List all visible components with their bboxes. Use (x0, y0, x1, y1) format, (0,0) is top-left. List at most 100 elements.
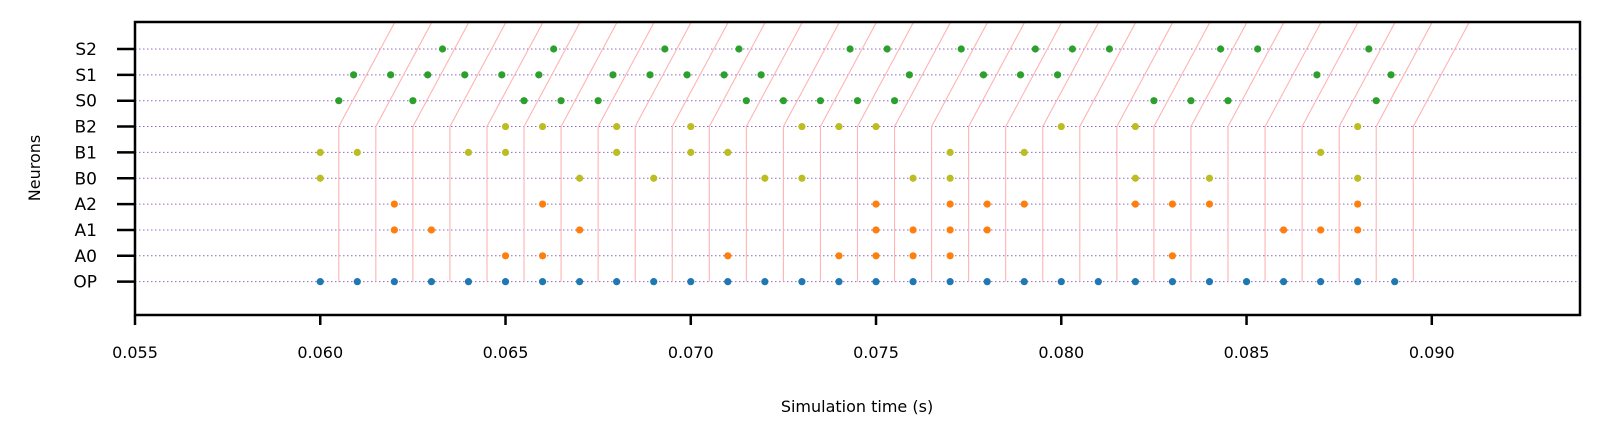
spike-op-27 (1317, 278, 1325, 286)
spike-a0-1 (538, 252, 547, 260)
x-tick-label-0: 0.055 (112, 343, 158, 362)
spike-op-18 (983, 278, 991, 286)
spike-b1-2 (464, 148, 473, 156)
period-line-2 (412, 22, 469, 282)
spike-a1-0 (390, 226, 398, 234)
spike-b2-3 (687, 122, 695, 131)
spike-s1-2 (424, 71, 432, 79)
period-line-22 (1153, 22, 1210, 282)
spike-a1-4 (909, 226, 917, 234)
spike-s2-1 (550, 45, 558, 53)
spike-s2-6 (957, 45, 965, 53)
spike-s2-5 (883, 45, 891, 53)
spike-s2-4 (846, 45, 854, 53)
spike-b1-1 (353, 148, 361, 156)
spike-a0-7 (1168, 252, 1177, 260)
x-tick-label-3: 0.070 (668, 343, 714, 362)
spike-op-2 (390, 278, 398, 286)
spike-b0-9 (1354, 174, 1362, 182)
spike-b0-0 (316, 174, 324, 182)
spike-s1-13 (1016, 71, 1025, 79)
spike-s0-3 (557, 97, 565, 105)
period-line-24 (1227, 22, 1285, 282)
period-line-7 (597, 22, 655, 282)
spike-a2-6 (1131, 200, 1139, 208)
spike-s0-11 (1187, 97, 1195, 105)
period-line-19 (1042, 22, 1099, 282)
spike-b2-5 (835, 122, 843, 131)
spike-b0-8 (1205, 174, 1214, 182)
spike-s0-6 (779, 97, 787, 105)
spike-s1-15 (1313, 71, 1321, 79)
period-line-9 (671, 22, 729, 282)
spike-s1-8 (683, 71, 691, 79)
spike-a1-3 (872, 226, 880, 234)
spike-s1-11 (905, 71, 913, 79)
spike-a0-5 (909, 252, 917, 260)
spike-op-22 (1131, 278, 1139, 286)
spike-b0-5 (909, 174, 917, 182)
spike-a2-2 (872, 200, 880, 208)
x-tick-label-4: 0.075 (853, 343, 899, 362)
spike-s1-12 (979, 71, 988, 79)
spike-s2-11 (1254, 45, 1262, 53)
period-line-17 (968, 22, 1025, 282)
spike-b1-6 (724, 148, 732, 156)
spike-a2-5 (1020, 200, 1028, 208)
spike-s1-5 (535, 71, 543, 79)
spike-b1-7 (946, 148, 954, 156)
spike-s1-9 (720, 71, 728, 79)
spike-a2-4 (983, 200, 991, 208)
spike-s0-9 (890, 97, 899, 105)
spike-a1-1 (427, 226, 436, 234)
period-line-18 (1005, 22, 1062, 282)
period-line-16 (931, 22, 988, 282)
spike-s2-3 (735, 45, 743, 53)
spike-b0-1 (576, 174, 584, 182)
spike-s0-13 (1372, 97, 1380, 105)
spike-s1-10 (757, 71, 765, 79)
period-line-29 (1412, 22, 1470, 282)
spike-op-28 (1354, 278, 1362, 286)
spike-op-6 (538, 278, 547, 286)
spike-s2-7 (1031, 45, 1039, 53)
spike-b2-6 (872, 122, 880, 131)
spike-op-3 (427, 278, 436, 286)
period-line-3 (449, 22, 506, 282)
spike-a1-7 (1279, 226, 1288, 234)
spike-s0-4 (594, 97, 602, 105)
y-tick-label-a0: A0 (75, 247, 97, 267)
x-tick-label-5: 0.080 (1038, 343, 1084, 362)
spike-op-29 (1391, 278, 1399, 286)
spike-op-20 (1057, 278, 1065, 286)
period-line-5 (523, 22, 581, 282)
spike-op-1 (353, 278, 361, 286)
spike-s1-0 (350, 71, 358, 79)
spike-b0-6 (946, 174, 954, 182)
spike-b1-0 (316, 148, 324, 156)
spike-s2-10 (1217, 45, 1225, 53)
period-line-27 (1338, 22, 1396, 282)
spike-s1-16 (1387, 71, 1395, 79)
spike-op-12 (761, 278, 769, 286)
period-line-12 (782, 22, 840, 282)
spike-s0-5 (742, 97, 750, 105)
y-tick-label-s0: S0 (75, 92, 97, 112)
spike-b2-7 (1057, 122, 1065, 131)
period-line-21 (1116, 22, 1173, 282)
spike-op-10 (687, 278, 695, 286)
spike-op-21 (1094, 278, 1102, 286)
spike-s0-8 (853, 97, 862, 105)
y-tick-label-s1: S1 (75, 66, 97, 86)
spike-s1-3 (461, 71, 469, 79)
spike-a0-6 (946, 252, 954, 260)
spike-s0-0 (335, 97, 343, 105)
spike-b1-8 (1020, 148, 1028, 156)
spike-b2-8 (1131, 122, 1139, 131)
spike-a2-0 (390, 200, 398, 208)
x-axis: 0.055 0.060 0.065 0.070 0.075 0.080 0.085 0.090 (112, 315, 1455, 362)
spike-a1-8 (1317, 226, 1325, 234)
spike-b0-7 (1131, 174, 1139, 182)
spike-a2-7 (1168, 200, 1177, 208)
